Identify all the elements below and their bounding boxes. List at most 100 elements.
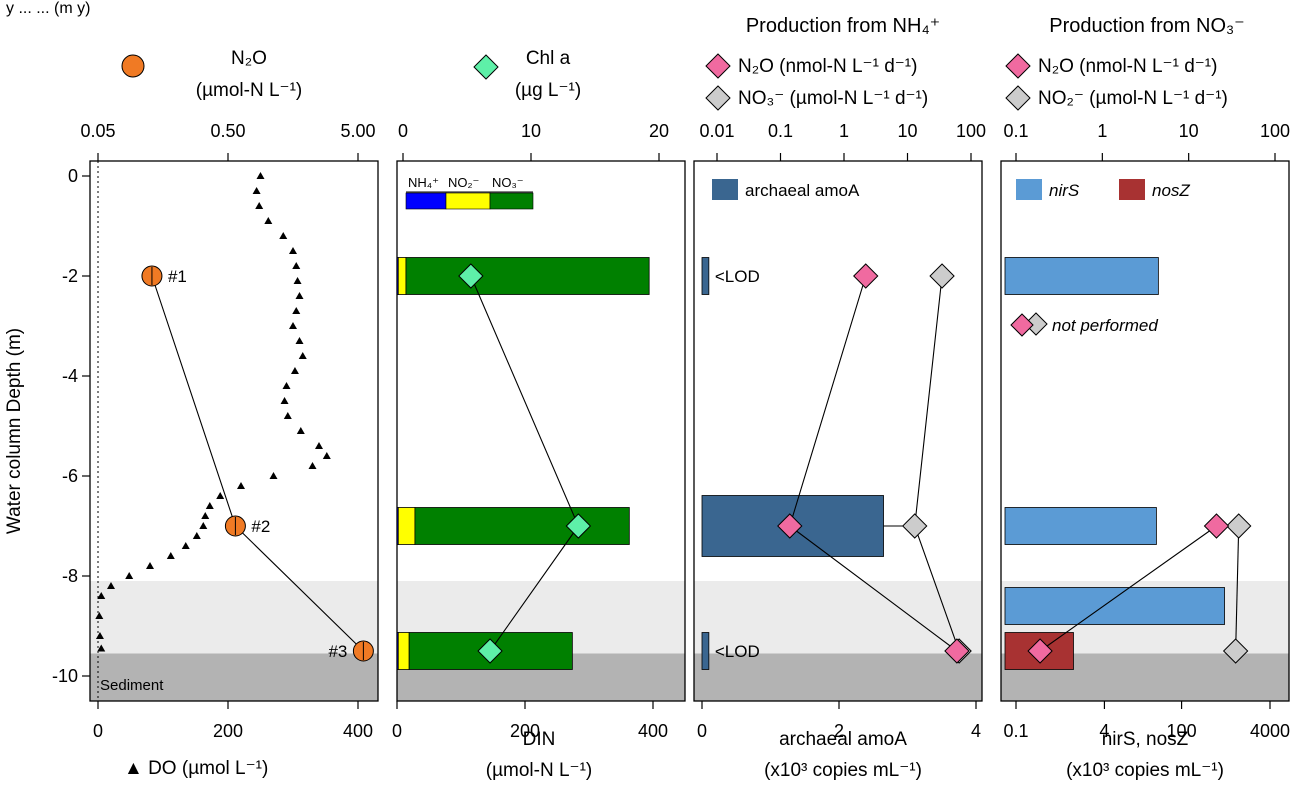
p4-legend-no2-symbol bbox=[1005, 85, 1031, 111]
do-point bbox=[237, 482, 245, 489]
p4-top-tick-label: 100 bbox=[1260, 121, 1290, 141]
n2o-unit: (µmol-N L⁻¹) bbox=[196, 80, 302, 101]
nirS-axis-label: nirS, nosZ bbox=[1102, 729, 1189, 750]
do-point bbox=[205, 502, 214, 509]
do-point bbox=[107, 582, 115, 589]
amoA-axis-unit: (x10³ copies mL⁻¹) bbox=[764, 760, 922, 781]
p3-top-tick-label: 100 bbox=[956, 121, 986, 141]
do-point bbox=[256, 172, 265, 179]
zone-dark-1 bbox=[90, 653, 378, 701]
n2o-title: N₂O bbox=[231, 48, 267, 69]
do-point bbox=[181, 542, 190, 549]
din-no3-bar-2 bbox=[414, 507, 630, 545]
p2-bottom-tick-label: 200 bbox=[510, 721, 540, 741]
y-tick-label: -6 bbox=[62, 466, 78, 486]
not-performed-label: not performed bbox=[1052, 316, 1158, 335]
nirS-axis-unit: (x10³ copies mL⁻¹) bbox=[1066, 760, 1224, 781]
p1-top-tick-label: 5.00 bbox=[340, 121, 375, 141]
p4-top-tick-label: 0.1 bbox=[1003, 121, 1028, 141]
do-point bbox=[269, 472, 278, 479]
nosZ-legend-swatch bbox=[1119, 179, 1145, 200]
main-layer: 0 -2 -4 -6 -8 -10 Water column Depth (m) Sedime… bbox=[4, 15, 1290, 781]
p4-legend-no2: NO₂⁻ (µmol-N L⁻¹ d⁻¹) bbox=[1038, 88, 1228, 109]
y-axis-label: Water column Depth (m) bbox=[4, 328, 25, 534]
do-point bbox=[97, 644, 106, 652]
do-point bbox=[298, 352, 307, 359]
zone-dark-3 bbox=[694, 653, 982, 701]
do-point bbox=[95, 612, 104, 619]
p4-bottom-tick-label: 4000 bbox=[1250, 721, 1290, 741]
do-point bbox=[283, 412, 292, 419]
nosZ-legend-label: nosZ bbox=[1152, 181, 1190, 200]
do-point bbox=[280, 397, 289, 404]
nirS-bar-1 bbox=[1004, 257, 1159, 295]
panel-frame-4 bbox=[1000, 160, 1290, 702]
p4-top-tick-label: 1 bbox=[1097, 121, 1107, 141]
amoA-bar-1 bbox=[701, 257, 710, 295]
n2o-legend-symbol bbox=[121, 54, 145, 78]
p2-top-tick-label: 20 bbox=[649, 121, 669, 141]
din-legend-no3 bbox=[489, 192, 534, 210]
p3-n2o-point-1 bbox=[853, 263, 879, 289]
do-point bbox=[199, 522, 208, 529]
chl-unit: (µg L⁻¹) bbox=[515, 80, 581, 101]
p4-no2-point-1 bbox=[1226, 513, 1252, 539]
p4-no2-point-2 bbox=[1222, 638, 1249, 664]
do-point bbox=[292, 307, 301, 314]
do-point bbox=[279, 232, 288, 239]
p4-bottom-tick-label: 4 bbox=[1099, 721, 1109, 741]
p4-no2-line bbox=[1235, 525, 1240, 652]
sediment-label: Sediment bbox=[100, 677, 164, 694]
p3-top-tick-label: 1 bbox=[839, 121, 849, 141]
p4-legend-n2o: N₂O (nmol-N L⁻¹ d⁻¹) bbox=[1038, 56, 1217, 77]
do-point bbox=[322, 452, 331, 459]
panel-frame-1 bbox=[89, 160, 379, 702]
p4-bottom-tick-label: 100 bbox=[1167, 721, 1197, 741]
p1-top-tick-label: 0.05 bbox=[80, 121, 115, 141]
nirS-bar-3 bbox=[1004, 587, 1225, 625]
p4-n2o-line bbox=[1039, 525, 1217, 652]
din-legend-no2 bbox=[445, 192, 491, 210]
din-legend-label: NO₃⁻ bbox=[492, 175, 524, 190]
din-no2-bar-2 bbox=[397, 507, 416, 545]
din-legend-label: NH₄⁺ bbox=[408, 175, 439, 190]
p3-no3-point-2 bbox=[902, 513, 928, 539]
din-legend-nh4 bbox=[405, 192, 447, 210]
chl-point-2 bbox=[565, 513, 592, 539]
y-tick-label: -4 bbox=[62, 366, 78, 386]
p3-legend-n2o: N₂O (nmol-N L⁻¹ d⁻¹) bbox=[738, 56, 917, 77]
n2o-sample-label: #1 bbox=[168, 267, 187, 286]
do-point bbox=[255, 202, 264, 209]
do-point bbox=[166, 552, 175, 559]
do-point bbox=[293, 277, 302, 284]
p2-bottom-tick-label: 400 bbox=[638, 721, 668, 741]
amoA-legend-swatch bbox=[712, 179, 738, 200]
p3-no3-point-1 bbox=[929, 263, 955, 289]
do-point bbox=[295, 292, 304, 299]
p1-bottom-tick-label: 0 bbox=[93, 721, 103, 741]
do-point bbox=[295, 337, 304, 344]
p3-n2o-point-2 bbox=[777, 513, 803, 539]
lod-label: <LOD bbox=[715, 267, 760, 286]
do-point bbox=[308, 462, 317, 469]
p1-bottom-tick-label: 200 bbox=[213, 721, 243, 741]
do-point bbox=[289, 322, 297, 329]
nirS-legend-label: nirS bbox=[1049, 181, 1080, 200]
do-point bbox=[252, 187, 261, 194]
p3-bottom-tick-label: 2 bbox=[834, 721, 844, 741]
p3-top-tick-label: 0.01 bbox=[699, 121, 734, 141]
amoA-legend-label: archaeal amoA bbox=[745, 181, 860, 200]
p4-bottom-tick-label: 0.1 bbox=[1003, 721, 1028, 741]
p4-title: Production from NO₃⁻ bbox=[1049, 15, 1244, 37]
zone-light-3 bbox=[694, 581, 982, 654]
do-point bbox=[296, 427, 305, 434]
din-no2-bar-1 bbox=[397, 257, 407, 295]
lod-label: <LOD bbox=[715, 642, 760, 661]
nirS-legend-swatch bbox=[1016, 179, 1042, 200]
chl-legend-symbol bbox=[473, 54, 499, 80]
chl-point-3 bbox=[477, 638, 503, 664]
p4-n2o-point-1 bbox=[1203, 513, 1230, 539]
p2-top-tick-label: 0 bbox=[398, 121, 408, 141]
p4-n2o-point-2 bbox=[1027, 638, 1053, 664]
